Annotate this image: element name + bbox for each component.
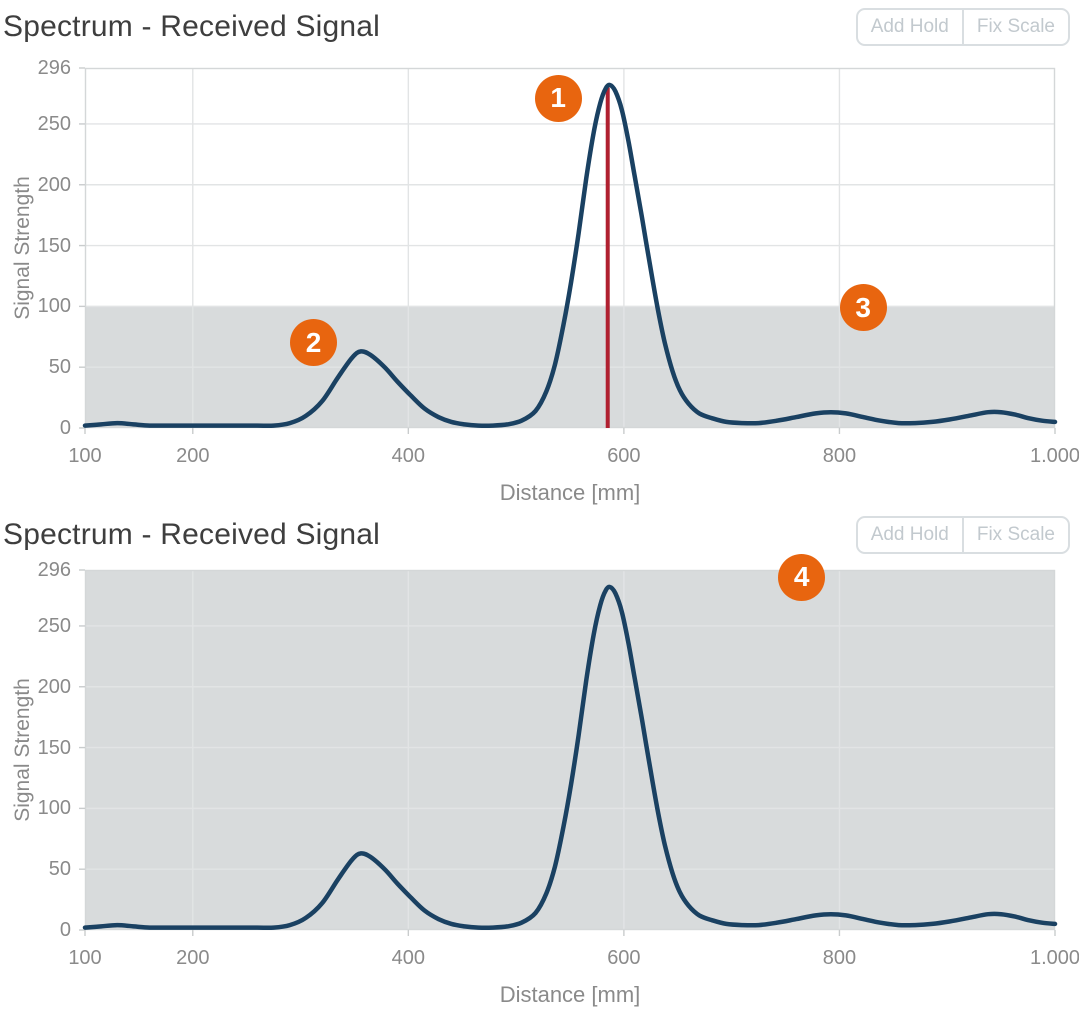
annotation-badge-2: 2 bbox=[289, 319, 337, 367]
signal-curve bbox=[82, 82, 1058, 429]
signal-curve bbox=[82, 584, 1058, 931]
button-divider bbox=[961, 518, 964, 552]
x-tick-label: 1.000 bbox=[1029, 445, 1079, 467]
plot-area: Signal Strength Distance [mm] 100 200 400 6… bbox=[11, 553, 1079, 1007]
chart-header: Spectrum - Received Signal Add Hold Fix … bbox=[3, 5, 1070, 49]
x-axis-title: Distance [mm] bbox=[499, 982, 641, 1007]
y-tick-label: 250 bbox=[37, 614, 71, 637]
plot-canvas bbox=[79, 569, 1058, 936]
plot-border bbox=[84, 67, 1056, 429]
spectrum-chart-bottom: Spectrum - Received Signal Add Hold Fix … bbox=[0, 508, 1079, 1021]
y-tick-label: 250 bbox=[37, 112, 71, 135]
y-tick-label: 296 bbox=[37, 559, 71, 581]
y-tick-label: 100 bbox=[37, 295, 71, 318]
fix-scale-button[interactable]: Fix Scale bbox=[964, 10, 1068, 44]
chart-toolbar: Add Hold Fix Scale bbox=[855, 8, 1070, 46]
y-tick-label: 296 bbox=[37, 57, 71, 79]
y-tick-label: 50 bbox=[48, 858, 71, 881]
x-tick-label: 400 bbox=[391, 445, 426, 467]
fix-scale-button[interactable]: Fix Scale bbox=[964, 518, 1068, 552]
add-hold-button[interactable]: Add Hold bbox=[858, 10, 962, 44]
x-tick-label: 600 bbox=[607, 947, 641, 969]
y-tick-label: 50 bbox=[48, 356, 71, 379]
spectrum-chart-top: Spectrum - Received Signal Add Hold Fix … bbox=[0, 0, 1079, 508]
x-tick-label: 800 bbox=[822, 445, 857, 467]
threshold-band bbox=[85, 570, 1055, 930]
chart-title: Spectrum - Received Signal bbox=[3, 10, 381, 43]
y-tick-label: 0 bbox=[59, 919, 71, 941]
y-tick-label: 200 bbox=[37, 173, 71, 196]
y-tick-label: 200 bbox=[37, 675, 71, 698]
x-tick-label: 100 bbox=[68, 445, 102, 467]
chart-title: Spectrum - Received Signal bbox=[3, 518, 381, 551]
y-tick-label: 0 bbox=[59, 417, 71, 439]
y-tick-label: 150 bbox=[37, 736, 71, 759]
x-tick-label: 800 bbox=[822, 947, 857, 969]
plot-area: Signal Strength Distance [mm] 100 200 400 6… bbox=[11, 57, 1079, 505]
x-tick-label: 200 bbox=[176, 445, 210, 467]
y-tick-label: 100 bbox=[37, 797, 71, 820]
x-tick-label: 400 bbox=[391, 947, 426, 969]
x-tick-label: 600 bbox=[607, 445, 641, 467]
plot-border bbox=[84, 569, 1056, 931]
x-tick-label: 1.000 bbox=[1029, 947, 1079, 969]
annotation-badge-4: 4 bbox=[778, 553, 826, 601]
button-divider bbox=[961, 10, 964, 44]
x-axis-title: Distance [mm] bbox=[499, 480, 641, 505]
annotation-badge-3: 3 bbox=[839, 284, 887, 332]
chart-toolbar: Add Hold Fix Scale bbox=[855, 516, 1070, 554]
chart-header: Spectrum - Received Signal Add Hold Fix … bbox=[3, 513, 1070, 557]
y-tick-label: 150 bbox=[37, 234, 71, 257]
x-tick-label: 100 bbox=[68, 947, 102, 969]
plot-canvas bbox=[79, 67, 1058, 434]
annotation-badge-1: 1 bbox=[534, 74, 582, 122]
x-tick-label: 200 bbox=[176, 947, 210, 969]
add-hold-button[interactable]: Add Hold bbox=[858, 518, 962, 552]
